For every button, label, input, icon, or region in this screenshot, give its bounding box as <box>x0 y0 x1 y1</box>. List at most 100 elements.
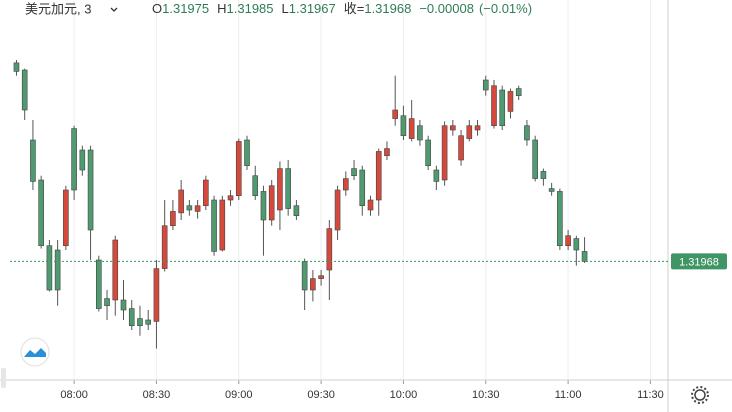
candle-body <box>260 191 267 221</box>
candle-body <box>375 151 382 201</box>
low-value: 1.31967 <box>289 1 336 16</box>
x-tick-label: 11:30 <box>637 389 664 401</box>
ohlc-header: O1.31975 H1.31985 L1.31967 收=1.31968 −0.0000… <box>152 1 532 16</box>
candle-body <box>557 191 563 247</box>
grid: 08:00 08:30 09:00 09:30 10:00 10:30 11:00 11:30 <box>60 0 664 401</box>
candle-body <box>310 278 316 291</box>
symbol-chevron[interactable] <box>110 7 118 12</box>
candle-body <box>277 168 283 211</box>
last-price-box <box>671 253 727 270</box>
high-label: H <box>217 1 226 16</box>
candle-body <box>343 178 349 191</box>
candle-body <box>326 228 333 271</box>
candle-body <box>351 168 357 177</box>
candle-body <box>30 139 36 182</box>
gear-teeth[interactable] <box>691 386 709 404</box>
symbol-title[interactable]: 美元加元, 3 <box>25 1 91 16</box>
last-price: 1.31968 <box>10 253 727 270</box>
low-label: L <box>282 1 289 16</box>
candle-body <box>153 268 160 322</box>
candle-body <box>46 245 53 291</box>
candle-body <box>71 128 77 191</box>
candle-body <box>499 89 506 127</box>
candle-body <box>194 205 201 212</box>
logo-mark[interactable] <box>24 348 46 357</box>
x-tick-label: 10:00 <box>390 389 418 401</box>
candle-body <box>433 169 440 182</box>
logo[interactable] <box>20 337 50 367</box>
candle-body <box>474 125 481 131</box>
candle-body <box>334 189 341 231</box>
candle-body <box>482 79 489 91</box>
candle-body <box>581 251 588 262</box>
candle-body <box>268 185 275 221</box>
candle-body <box>120 299 127 311</box>
x-tick-label: 11:00 <box>555 389 582 401</box>
candle-body <box>178 189 184 214</box>
candle-body <box>104 298 110 307</box>
candle-body <box>38 179 44 247</box>
x-tick-label: 10:30 <box>472 389 500 401</box>
candle-body <box>392 109 399 119</box>
x-tick-label: 09:30 <box>307 389 335 401</box>
logo-circle[interactable] <box>20 337 50 367</box>
candle-body <box>441 125 448 181</box>
high-value: 1.31985 <box>227 1 274 16</box>
gear-ring[interactable] <box>694 389 706 401</box>
candle-body <box>79 149 86 171</box>
close-label: 收= <box>344 1 365 16</box>
candle-body <box>301 261 308 291</box>
candle-body <box>161 225 168 269</box>
candle-body <box>384 148 390 157</box>
candle-body <box>400 115 407 137</box>
candle-body <box>524 125 530 141</box>
candle-body <box>128 308 135 327</box>
candle-body <box>211 199 217 252</box>
candle-body <box>548 188 555 192</box>
candle-body <box>425 139 431 167</box>
x-tick-label: 08:30 <box>143 389 171 401</box>
candle-body <box>219 199 226 251</box>
candle-body <box>63 189 69 247</box>
candle-body <box>235 141 242 197</box>
candle-body <box>203 179 209 207</box>
candle-body <box>137 318 143 327</box>
candle-body <box>359 169 366 207</box>
candle-body <box>112 239 119 301</box>
x-tick-label: 08:00 <box>60 389 88 401</box>
open-value: 1.31975 <box>162 1 209 16</box>
candle-body <box>458 135 464 161</box>
candle-body <box>285 168 291 209</box>
candles <box>13 60 588 349</box>
change-percent: (−0.01%) <box>479 1 532 16</box>
candle-body <box>170 211 176 227</box>
candle-body <box>491 85 497 127</box>
candle-body <box>450 125 456 131</box>
candle-body <box>145 319 152 325</box>
candle-body <box>227 195 234 201</box>
candle-body <box>87 149 94 231</box>
scroll-handle[interactable] <box>1 368 6 388</box>
candle-body <box>573 238 580 251</box>
candle-body <box>244 139 250 167</box>
candle-body <box>13 62 20 72</box>
candle-body <box>515 88 522 97</box>
candle-body <box>532 139 538 179</box>
last-price-label: 1.31968 <box>679 256 719 268</box>
candle-body <box>186 205 193 211</box>
candle-body <box>507 91 514 112</box>
settings-gear[interactable] <box>691 386 709 404</box>
x-tick-label: 09:00 <box>225 389 253 401</box>
change-value: −0.00008 <box>419 1 474 16</box>
candle-body <box>96 259 102 309</box>
candle-body <box>367 199 374 211</box>
candle-body <box>318 275 324 279</box>
candle-body <box>417 125 423 141</box>
candle-body <box>466 125 473 139</box>
candle-body <box>565 235 571 247</box>
candle-body <box>252 175 259 197</box>
close-value: 1.31968 <box>364 1 411 16</box>
